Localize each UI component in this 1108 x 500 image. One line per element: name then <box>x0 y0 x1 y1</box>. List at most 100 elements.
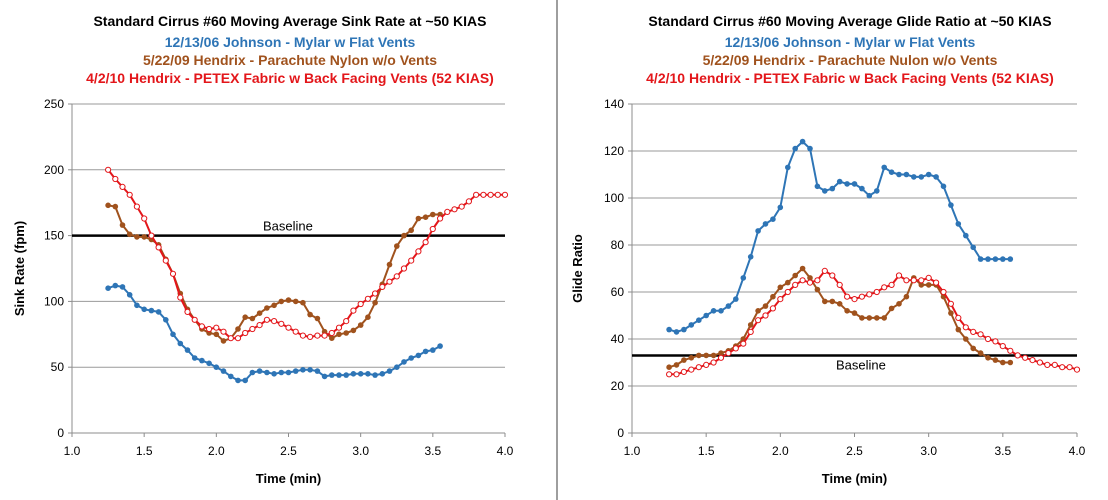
y-tick-label: 0 <box>57 426 64 440</box>
data-point <box>321 373 328 380</box>
data-point <box>119 183 126 190</box>
data-point <box>888 305 895 312</box>
data-point <box>792 145 798 152</box>
data-point <box>725 303 732 309</box>
x-tick-label: 1.5 <box>136 444 153 458</box>
data-point <box>458 203 465 210</box>
data-point <box>673 362 680 368</box>
data-point <box>962 324 969 331</box>
data-point <box>343 372 350 378</box>
data-point <box>487 191 494 198</box>
data-point <box>1051 361 1058 368</box>
data-point <box>925 282 932 288</box>
data-point <box>206 360 212 367</box>
data-point <box>228 373 234 380</box>
data-point <box>264 305 270 311</box>
data-point <box>703 312 709 319</box>
data-point <box>271 371 277 377</box>
y-tick-label: 40 <box>611 332 625 346</box>
data-point <box>895 272 903 279</box>
data-point <box>866 291 873 298</box>
x-tick-label: 3.0 <box>920 444 937 458</box>
data-point <box>844 181 850 187</box>
data-point <box>844 308 850 314</box>
data-point <box>696 317 702 324</box>
data-point <box>703 361 710 368</box>
series-2 <box>666 265 1014 371</box>
data-point <box>206 325 213 333</box>
x-axis-title: Time (min) <box>256 471 322 486</box>
data-point <box>278 298 285 305</box>
data-point <box>350 371 357 377</box>
data-point <box>1022 354 1029 361</box>
data-point <box>141 306 147 313</box>
data-point <box>1029 357 1036 364</box>
data-point <box>329 335 335 342</box>
data-point <box>235 377 241 384</box>
data-point <box>256 368 263 374</box>
data-point <box>822 298 828 305</box>
data-point <box>386 278 393 285</box>
data-point <box>1000 359 1006 366</box>
y-tick-label: 60 <box>611 285 625 299</box>
data-point <box>357 322 364 328</box>
data-point <box>866 315 873 321</box>
data-point <box>784 288 791 296</box>
data-point <box>903 293 910 300</box>
data-point <box>314 315 321 322</box>
data-point <box>970 345 976 352</box>
data-point <box>762 221 769 227</box>
data-point <box>1059 364 1066 371</box>
data-point <box>762 303 769 309</box>
data-point <box>415 352 422 359</box>
data-point <box>799 277 806 284</box>
data-point <box>126 231 133 238</box>
data-point <box>925 274 932 281</box>
data-point <box>264 369 270 376</box>
data-point <box>408 257 415 264</box>
data-point <box>807 275 813 281</box>
data-point <box>379 283 386 290</box>
data-point <box>680 368 688 375</box>
data-point <box>688 355 695 361</box>
data-point <box>393 273 400 280</box>
data-point <box>372 290 379 297</box>
series-1 <box>105 282 443 384</box>
x-tick-label: 3.5 <box>994 444 1011 458</box>
x-axis-title: Time (min) <box>822 471 888 486</box>
data-point <box>696 352 702 359</box>
data-point <box>777 284 784 291</box>
data-point <box>343 318 350 325</box>
data-point <box>821 267 828 274</box>
data-point <box>688 366 695 373</box>
y-tick-label: 250 <box>44 97 64 111</box>
data-point <box>888 169 895 175</box>
data-point <box>292 328 299 335</box>
data-point <box>372 299 378 306</box>
data-point <box>227 335 234 342</box>
data-point <box>851 181 858 187</box>
x-tick-label: 4.0 <box>1069 444 1086 458</box>
data-point <box>451 206 458 213</box>
data-point <box>307 311 313 318</box>
data-point <box>836 301 843 307</box>
series-line-3 <box>107 169 505 340</box>
data-point <box>408 227 415 234</box>
y-tick-label: 0 <box>617 426 624 440</box>
data-point <box>394 364 400 371</box>
data-point <box>401 232 407 239</box>
x-tick-label: 1.5 <box>698 444 715 458</box>
glide-ratio-chart: Standard Cirrus #60 Moving Average Glide… <box>570 13 1086 486</box>
data-point <box>1007 347 1014 354</box>
data-point <box>256 322 263 329</box>
data-point <box>984 335 992 343</box>
data-point <box>874 188 880 194</box>
data-point <box>785 164 791 171</box>
data-point <box>910 277 917 284</box>
y-tick-label: 100 <box>604 191 624 205</box>
data-point <box>480 191 487 198</box>
data-point <box>242 314 248 321</box>
data-point <box>148 307 155 314</box>
data-point <box>105 166 112 173</box>
data-point <box>829 298 836 305</box>
